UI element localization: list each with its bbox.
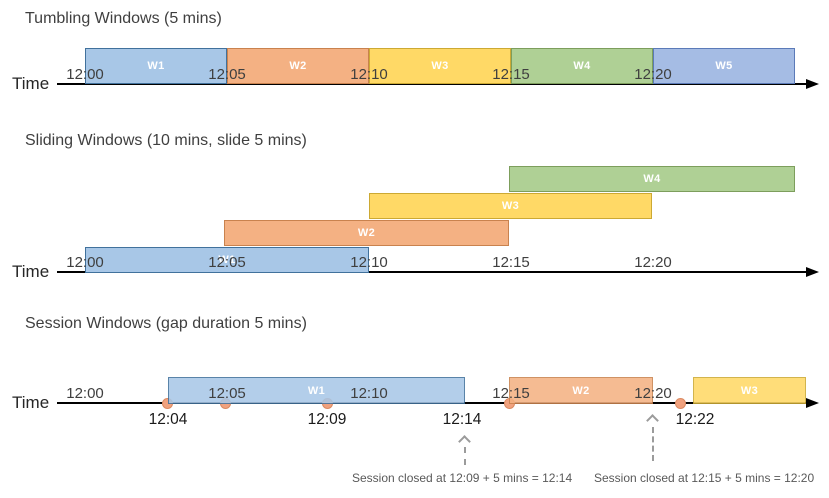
- tumbling-window-w2: W2: [227, 48, 369, 84]
- sliding-tick-1220: 12:20: [634, 254, 672, 271]
- tumbling-axis-arrowhead-icon: [806, 79, 819, 89]
- window-label: W5: [715, 60, 733, 72]
- tumbling-tick-1220: 12:20: [634, 66, 672, 83]
- window-label: W1: [218, 254, 236, 266]
- window-label: W1: [147, 60, 165, 72]
- session-tick-1205: 12:05: [208, 385, 246, 402]
- window-label: W2: [572, 384, 590, 397]
- event-time-1209: 12:09: [307, 411, 347, 428]
- session-tick-1215: 12:15: [492, 385, 530, 402]
- window-label: W4: [643, 173, 661, 185]
- window-label: W3: [740, 384, 759, 397]
- session-tick-1220: 12:20: [634, 385, 672, 402]
- session-window-w1: W1: [168, 377, 465, 404]
- tumbling-tick-1205: 12:05: [208, 66, 246, 83]
- sliding-time-axis-label: Time: [12, 262, 50, 281]
- event-time-1222: 12:22: [675, 411, 715, 428]
- session-closed-annotation-2: Session closed at 12:15 + 5 mins = 12:20: [594, 471, 815, 485]
- sliding-tick-1200: 12:00: [66, 254, 104, 271]
- tumbling-window-w1: W1: [85, 48, 227, 84]
- event-time-1204: 12:04: [148, 411, 188, 428]
- window-label: W2: [289, 60, 307, 72]
- session-axis-arrowhead-icon: [806, 398, 819, 408]
- tumbling-window-w5: W5: [653, 48, 795, 84]
- tumbling-tick-1210: 12:10: [350, 66, 388, 83]
- sliding-section-title: Sliding Windows (10 mins, slide 5 mins): [25, 132, 307, 149]
- window-label: W2: [357, 227, 376, 239]
- sliding-time-axis: [57, 271, 808, 273]
- session-tick-1210: 12:10: [350, 385, 388, 402]
- sliding-window-w2: W2: [224, 220, 509, 246]
- dashed-up-arrow-icon: [646, 414, 659, 427]
- tumbling-time-axis-label: Time: [12, 74, 50, 93]
- window-label: W3: [431, 60, 449, 72]
- event-dot-1222: [675, 398, 686, 409]
- event-time-1214: 12:14: [442, 411, 482, 428]
- sliding-window-w3: W3: [369, 193, 652, 219]
- dashed-up-arrow-icon: [458, 435, 471, 448]
- dashed-arrow-stem: [652, 427, 654, 461]
- sliding-tick-1215: 12:15: [492, 254, 530, 271]
- session-window-w3: W3: [693, 377, 806, 404]
- window-label: W1: [307, 384, 326, 397]
- tumbling-time-axis: [57, 83, 808, 85]
- tumbling-window-w3: W3: [369, 48, 511, 84]
- session-time-axis-label: Time: [12, 393, 50, 412]
- tumbling-section-title: Tumbling Windows (5 mins): [25, 10, 222, 27]
- session-window-w2: W2: [509, 377, 653, 404]
- sliding-tick-1205: 12:05: [208, 254, 246, 271]
- window-label: W4: [573, 60, 591, 72]
- sliding-window-w1: W1: [85, 247, 369, 273]
- window-label: W3: [501, 200, 520, 212]
- tumbling-tick-1200: 12:00: [66, 66, 104, 83]
- tumbling-window-w4: W4: [511, 48, 653, 84]
- session-section-title: Session Windows (gap duration 5 mins): [25, 315, 307, 332]
- tumbling-tick-1215: 12:15: [492, 66, 530, 83]
- sliding-window-w4: W4: [509, 166, 795, 192]
- dashed-arrow-stem: [464, 447, 466, 465]
- session-tick-1200: 12:00: [66, 385, 104, 402]
- session-closed-annotation-1: Session closed at 12:09 + 5 mins = 12:14: [352, 471, 573, 485]
- sliding-tick-1210: 12:10: [350, 254, 388, 271]
- sliding-axis-arrowhead-icon: [806, 267, 819, 277]
